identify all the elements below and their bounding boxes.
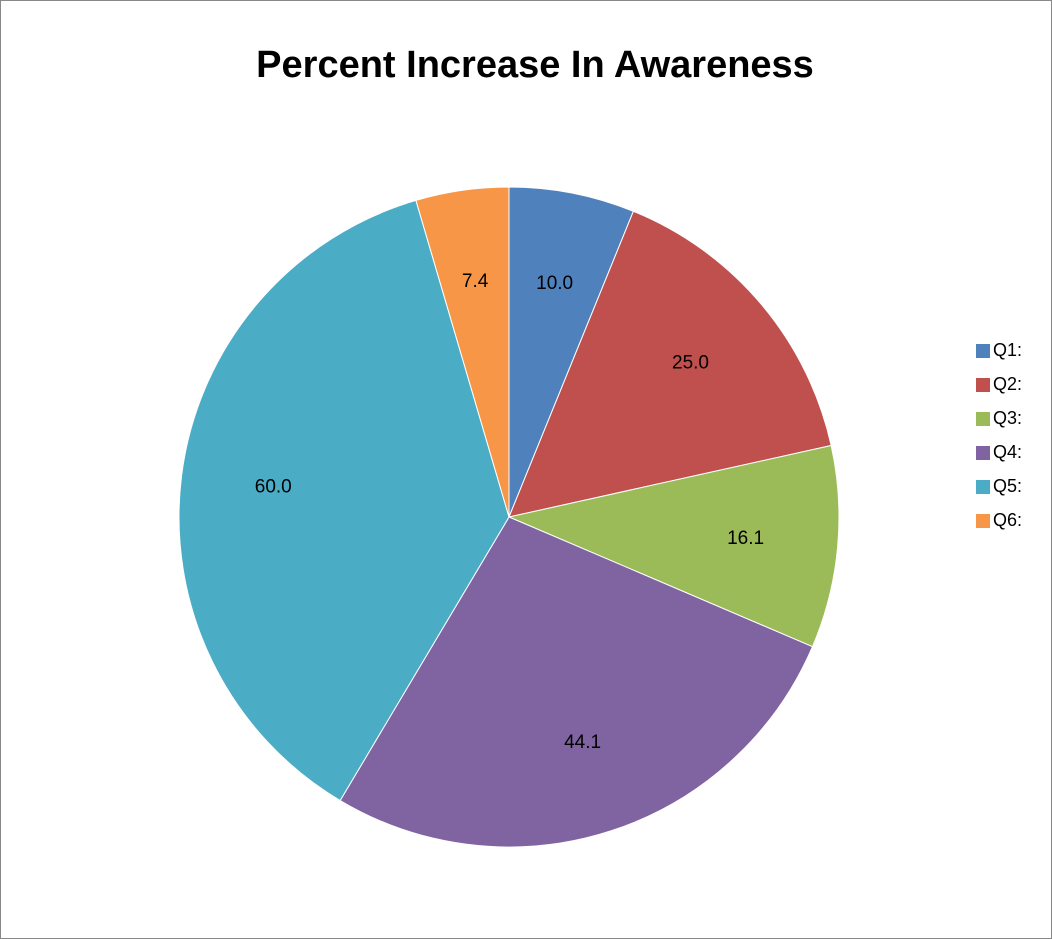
legend-label-2: Q2: (993, 374, 1022, 394)
legend-label-5: Q5: (993, 476, 1022, 496)
data-label-4: 44.1 (564, 732, 601, 753)
legend-label-3: Q3: (993, 408, 1022, 428)
legend-swatch-1 (976, 344, 990, 358)
data-label-5: 60.0 (255, 476, 292, 497)
pie-slice-3 (507, 444, 840, 648)
data-label-2: 25.0 (672, 353, 709, 374)
data-label-1: 10.0 (536, 273, 573, 294)
chart-title: Percent Increase In Awareness (256, 44, 814, 86)
data-label-3: 16.1 (727, 528, 764, 549)
pie-slice-4 (339, 516, 814, 848)
pie-slices (178, 186, 840, 848)
data-labels: 10.0 25.0 16.1 44.1 60.0 7.4 (255, 271, 764, 753)
pie-slice-5 (178, 199, 510, 802)
pie-slice-1 (508, 186, 635, 518)
legend-swatch-6 (976, 514, 990, 528)
legend-label-1: Q1: (993, 340, 1022, 360)
pie-slice-6 (415, 186, 510, 518)
legend-swatch-3 (976, 412, 990, 426)
legend-swatch-4 (976, 446, 990, 460)
legend: Q1: Q2: Q3: Q4: Q5: Q6: (976, 340, 1022, 530)
legend-swatch-5 (976, 480, 990, 494)
data-label-6: 7.4 (462, 271, 489, 292)
pie-slice-2 (508, 210, 832, 518)
legend-swatch-2 (976, 378, 990, 392)
legend-label-4: Q4: (993, 442, 1022, 462)
legend-label-6: Q6: (993, 510, 1022, 530)
